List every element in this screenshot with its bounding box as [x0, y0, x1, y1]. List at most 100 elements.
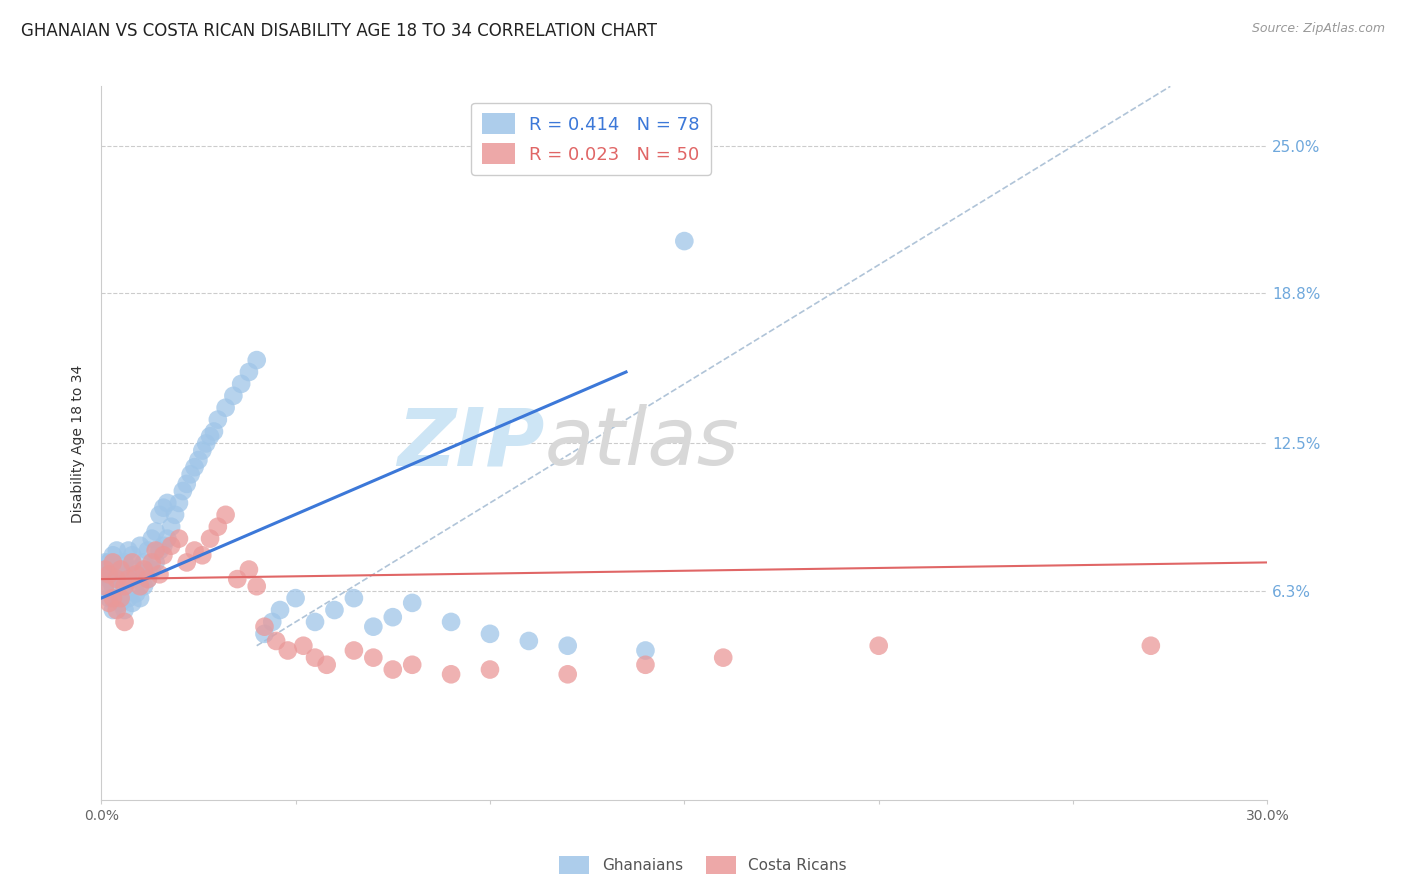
Point	[183, 460, 205, 475]
Point	[145, 543, 167, 558]
Point	[94, 567, 117, 582]
Point	[191, 443, 214, 458]
Point	[304, 615, 326, 629]
Point	[238, 365, 260, 379]
Point	[114, 603, 136, 617]
Point	[304, 650, 326, 665]
Point	[145, 524, 167, 539]
Point	[114, 615, 136, 629]
Point	[156, 496, 179, 510]
Point	[156, 532, 179, 546]
Text: GHANAIAN VS COSTA RICAN DISABILITY AGE 18 TO 34 CORRELATION CHART: GHANAIAN VS COSTA RICAN DISABILITY AGE 1…	[21, 22, 657, 40]
Point	[176, 476, 198, 491]
Point	[132, 556, 155, 570]
Point	[165, 508, 187, 522]
Point	[269, 603, 291, 617]
Point	[226, 572, 249, 586]
Point	[110, 572, 132, 586]
Text: ZIP: ZIP	[396, 404, 544, 483]
Point	[117, 567, 139, 582]
Point	[114, 579, 136, 593]
Point	[191, 549, 214, 563]
Point	[517, 634, 540, 648]
Point	[198, 429, 221, 443]
Point	[440, 667, 463, 681]
Point	[253, 627, 276, 641]
Point	[180, 467, 202, 482]
Point	[634, 643, 657, 657]
Point	[440, 615, 463, 629]
Point	[246, 353, 269, 368]
Point	[136, 572, 159, 586]
Text: atlas: atlas	[544, 404, 740, 483]
Point	[141, 532, 163, 546]
Point	[343, 591, 366, 606]
Point	[129, 539, 152, 553]
Point	[132, 579, 155, 593]
Point	[121, 596, 143, 610]
Point	[673, 234, 696, 248]
Point	[264, 634, 287, 648]
Point	[214, 508, 236, 522]
Point	[152, 539, 174, 553]
Point	[114, 579, 136, 593]
Point	[110, 563, 132, 577]
Point	[101, 579, 124, 593]
Point	[557, 639, 579, 653]
Point	[183, 543, 205, 558]
Point	[381, 663, 404, 677]
Point	[101, 563, 124, 577]
Point	[363, 650, 385, 665]
Point	[132, 563, 155, 577]
Point	[136, 543, 159, 558]
Point	[110, 558, 132, 572]
Point	[198, 532, 221, 546]
Point	[105, 567, 128, 582]
Point	[105, 603, 128, 617]
Point	[478, 627, 501, 641]
Point	[141, 556, 163, 570]
Point	[145, 556, 167, 570]
Point	[101, 603, 124, 617]
Point	[1140, 639, 1163, 653]
Point	[478, 663, 501, 677]
Point	[315, 657, 337, 672]
Point	[105, 572, 128, 586]
Point	[363, 620, 385, 634]
Point	[98, 596, 121, 610]
Point	[117, 591, 139, 606]
Point	[98, 556, 121, 570]
Point	[401, 596, 423, 610]
Point	[634, 657, 657, 672]
Point	[277, 643, 299, 657]
Point	[160, 539, 183, 553]
Point	[129, 579, 152, 593]
Point	[231, 376, 253, 391]
Point	[129, 591, 152, 606]
Point	[207, 412, 229, 426]
Point	[343, 643, 366, 657]
Point	[253, 620, 276, 634]
Point	[868, 639, 890, 653]
Text: Source: ZipAtlas.com: Source: ZipAtlas.com	[1251, 22, 1385, 36]
Point	[98, 567, 121, 582]
Point	[105, 591, 128, 606]
Point	[114, 556, 136, 570]
Point	[117, 543, 139, 558]
Point	[172, 483, 194, 498]
Point	[105, 543, 128, 558]
Point	[152, 549, 174, 563]
Point	[214, 401, 236, 415]
Point	[557, 667, 579, 681]
Point	[98, 572, 121, 586]
Point	[284, 591, 307, 606]
Point	[125, 567, 148, 582]
Point	[323, 603, 346, 617]
Point	[195, 436, 218, 450]
Point	[148, 508, 170, 522]
Point	[222, 389, 245, 403]
Point	[125, 563, 148, 577]
Legend: Ghanaians, Costa Ricans: Ghanaians, Costa Ricans	[553, 850, 853, 880]
Point	[148, 543, 170, 558]
Point	[101, 556, 124, 570]
